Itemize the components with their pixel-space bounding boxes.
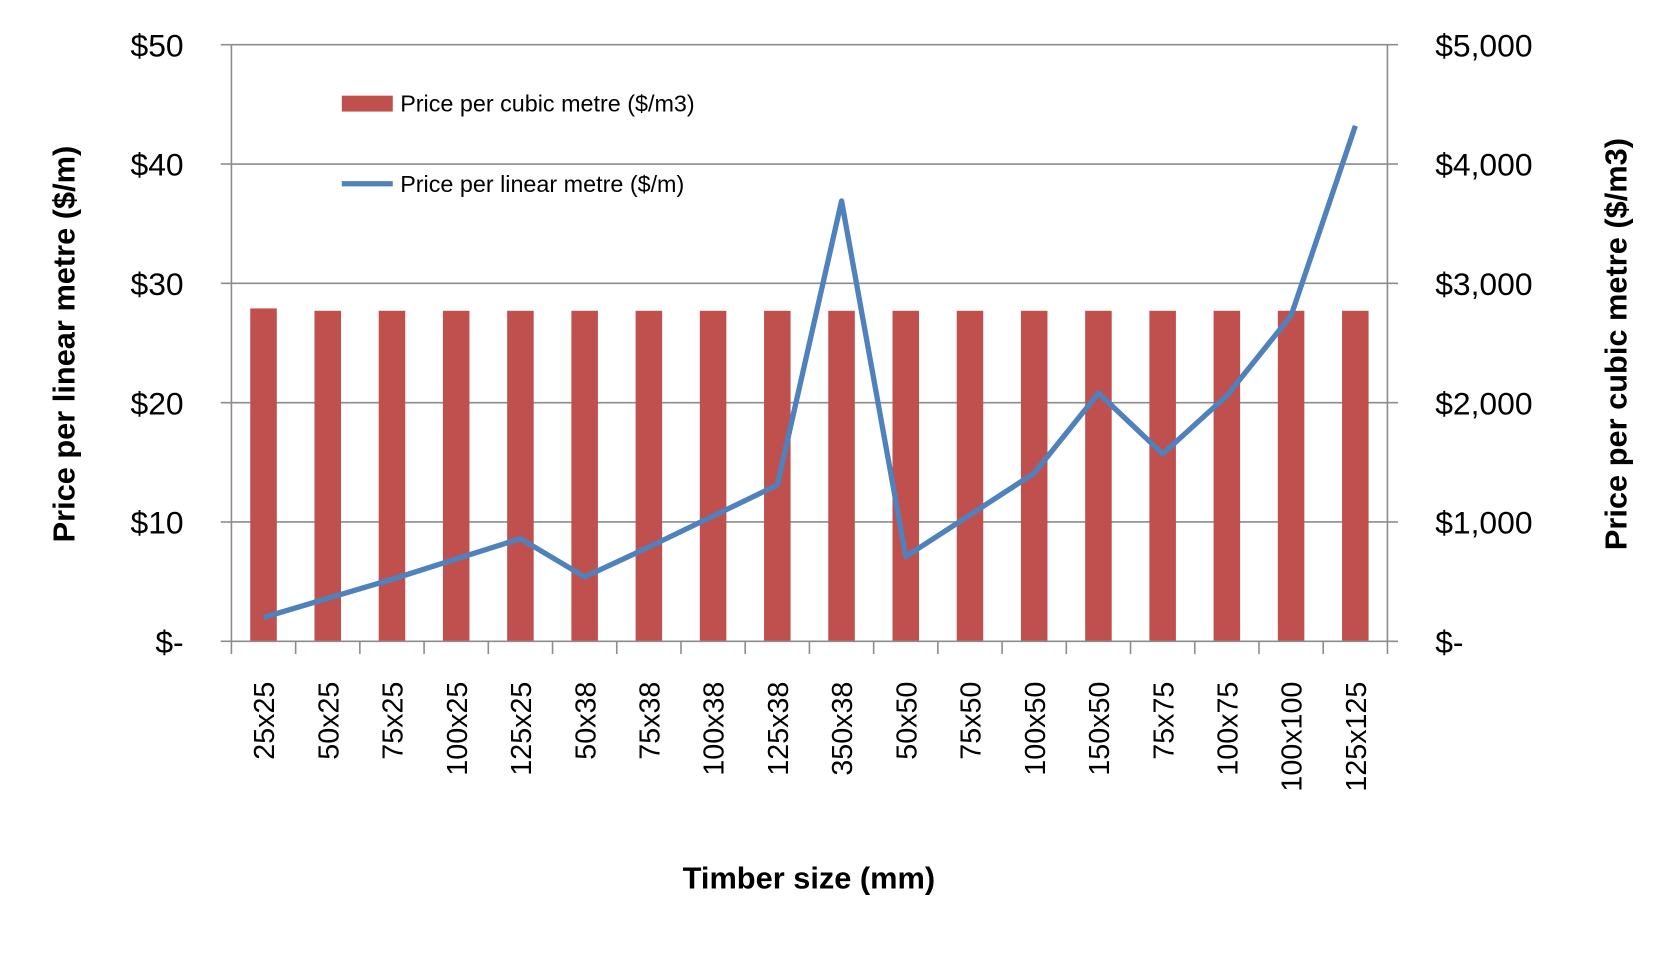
category-label: 100x100	[1277, 682, 1309, 792]
category-label: 100x75	[1212, 682, 1244, 776]
category-label: 25x25	[249, 682, 281, 760]
category-label: 125x125	[1341, 682, 1373, 792]
bar	[956, 310, 984, 642]
bar	[442, 310, 470, 642]
bar	[828, 310, 855, 642]
left-tick-label: $30	[131, 266, 184, 302]
right-tick-label: $5,000	[1435, 27, 1532, 63]
bar	[378, 310, 406, 642]
category-label: 150x50	[1084, 682, 1116, 776]
bar	[699, 310, 727, 642]
bar	[571, 310, 598, 642]
right-axis-title: Price per cubic metre ($/m3)	[1598, 138, 1633, 550]
category-label: 75x75	[1148, 682, 1180, 760]
category-label: 350x38	[827, 682, 859, 776]
category-label: 75x38	[634, 682, 666, 760]
legend-swatch-bar	[341, 95, 393, 112]
bar	[250, 308, 277, 642]
bar	[1149, 310, 1176, 642]
left-axis-title: Price per linear metre ($/m)	[46, 146, 81, 543]
category-label: 125x25	[506, 682, 538, 776]
bar	[507, 310, 534, 642]
bar	[892, 310, 920, 642]
right-tick-label: $3,000	[1435, 266, 1532, 302]
bar	[1085, 310, 1112, 642]
axes	[230, 44, 1389, 655]
left-tick-label: $-	[155, 624, 183, 660]
category-label: 75x25	[378, 682, 410, 760]
bar	[314, 310, 342, 642]
legend-label-bar: Price per cubic metre ($/m3)	[400, 91, 694, 117]
left-tick-label: $40	[131, 147, 184, 183]
right-tick-label: $1,000	[1435, 505, 1532, 541]
right-tick-label: $2,000	[1435, 385, 1532, 421]
category-label: 50x50	[891, 682, 923, 760]
left-tick-label: $10	[131, 505, 184, 541]
bar	[1342, 310, 1369, 642]
bar	[635, 310, 663, 642]
category-label: 75x50	[956, 682, 988, 760]
line-series	[262, 124, 1358, 620]
line-path	[262, 124, 1358, 620]
left-axis-ticks: $- $10 $20 $30 $40 $50	[131, 27, 232, 660]
right-tick-label: $-	[1435, 624, 1463, 660]
bar	[1277, 310, 1305, 642]
right-axis-ticks: $- $1,000 $2,000 $3,000 $4,000 $5,000	[1387, 27, 1533, 660]
gridlines	[231, 43, 1388, 523]
category-label: 100x50	[1020, 682, 1052, 776]
left-tick-label: $50	[131, 27, 184, 63]
legend: Price per cubic metre ($/m3) Price per l…	[341, 91, 695, 197]
legend-label-line: Price per linear metre ($/m)	[400, 171, 684, 197]
bar-series	[250, 308, 1369, 642]
category-label: 50x38	[570, 682, 602, 760]
x-axis-title: Timber size (mm)	[683, 861, 935, 896]
left-tick-label: $20	[131, 385, 184, 421]
bar	[1213, 310, 1241, 642]
category-label: 100x25	[442, 682, 474, 776]
right-tick-label: $4,000	[1435, 147, 1532, 183]
category-label: 50x25	[313, 682, 345, 760]
category-label: 125x38	[763, 682, 795, 776]
category-label: 100x38	[699, 682, 731, 776]
category-labels: 25x25 50x25 75x25 100x25 125x25 50x38 75x38 100…	[249, 682, 1373, 792]
